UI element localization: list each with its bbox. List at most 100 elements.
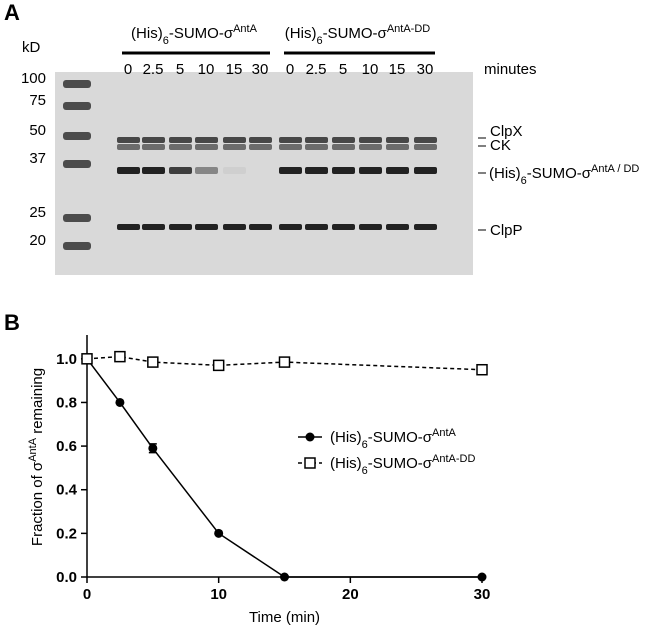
label-part: 6 (362, 439, 368, 451)
ladder-label: 37 (29, 150, 46, 167)
band (332, 137, 355, 143)
label-part: AntA / DD (591, 163, 639, 175)
band (223, 167, 246, 174)
band (142, 167, 165, 174)
band (117, 224, 140, 230)
point (476, 363, 488, 376)
x-tick-label: 20 (342, 586, 359, 603)
ladder-band (63, 242, 91, 250)
band (117, 137, 140, 143)
band (305, 167, 328, 174)
lane-label: 5 (176, 61, 184, 78)
label-part: AntA-DD (432, 453, 475, 465)
label-part: AntA (233, 23, 258, 35)
lanes-unit: minutes (484, 61, 537, 78)
rich-label: (His)6-SUMO-σAntA-DD (330, 453, 475, 477)
band (195, 224, 218, 230)
band (169, 224, 192, 230)
label-part: -SUMO-σ (527, 165, 592, 182)
band (305, 224, 328, 230)
band (142, 224, 165, 230)
label-part: -SUMO-σ (169, 25, 234, 42)
band (414, 144, 437, 150)
band (249, 224, 272, 230)
ladder-label: 50 (29, 122, 46, 139)
band (386, 224, 409, 230)
band (386, 144, 409, 150)
band (279, 167, 302, 174)
y-tick-label: 0.6 (56, 438, 77, 455)
label-part: AntA (27, 437, 39, 462)
band (279, 144, 302, 150)
y-tick-label: 0.8 (56, 394, 77, 411)
band (195, 144, 218, 150)
ladder-band (63, 160, 91, 168)
band (279, 224, 302, 230)
point (115, 397, 125, 407)
lane-label: 2.5 (306, 61, 327, 78)
point (214, 528, 224, 538)
band (305, 144, 328, 150)
point (81, 353, 93, 365)
label-part: (His) (285, 25, 317, 42)
lane-label: 15 (226, 61, 243, 78)
band (169, 144, 192, 150)
band (249, 137, 272, 143)
unit-label: kD (22, 39, 41, 56)
label-part: -SUMO-σ (368, 455, 433, 472)
ladder-label: 100 (21, 70, 46, 87)
band (249, 144, 272, 150)
x-tick-label: 0 (83, 586, 91, 603)
y-tick-label: 0.4 (56, 482, 78, 499)
band (414, 137, 437, 143)
point (148, 443, 158, 453)
lane-label: 15 (389, 61, 406, 78)
legend-marker (304, 457, 316, 469)
ladder-label: 20 (29, 232, 46, 249)
lane-label: 0 (124, 61, 132, 78)
x-axis-label: Time (min) (249, 609, 320, 626)
rich-label: (His)6-SUMO-σAntA (131, 23, 258, 47)
lane-label: 10 (362, 61, 379, 78)
band (414, 167, 437, 174)
band (117, 167, 140, 174)
band (332, 224, 355, 230)
band (359, 137, 382, 143)
series-line (86, 358, 482, 578)
rich-label: (His)6-SUMO-σAntA / DD (489, 163, 639, 187)
band (223, 137, 246, 143)
band (332, 144, 355, 150)
ladder-label: 75 (29, 92, 46, 109)
band (359, 144, 382, 150)
point (147, 356, 159, 368)
panel-label: A (4, 0, 20, 25)
lane-label: 30 (252, 61, 269, 78)
band (142, 144, 165, 150)
ladder-band (63, 80, 91, 88)
lane-label: 2.5 (143, 61, 164, 78)
band (142, 137, 165, 143)
point (477, 572, 487, 582)
band (386, 167, 409, 174)
lane-label: 0 (286, 61, 294, 78)
band (195, 137, 218, 143)
label-part: -SUMO-σ (323, 25, 388, 42)
label-part: 6 (163, 35, 169, 47)
band (305, 137, 328, 143)
rich-label: (His)6-SUMO-σAntA (330, 427, 457, 451)
lane-label: 5 (339, 61, 347, 78)
band (414, 224, 437, 230)
legend-marker (305, 432, 315, 442)
label-part: (His) (330, 429, 362, 446)
ladder-band (63, 132, 91, 140)
rich-label: (His)6-SUMO-σAntA-DD (285, 23, 430, 47)
band (169, 137, 192, 143)
label-part: 6 (316, 35, 322, 47)
lane-label: 10 (198, 61, 215, 78)
ladder-band (63, 214, 91, 222)
y-tick-label: 1.0 (56, 351, 77, 368)
label-part: AntA (432, 427, 457, 439)
series-line (86, 355, 483, 371)
band (359, 167, 382, 174)
